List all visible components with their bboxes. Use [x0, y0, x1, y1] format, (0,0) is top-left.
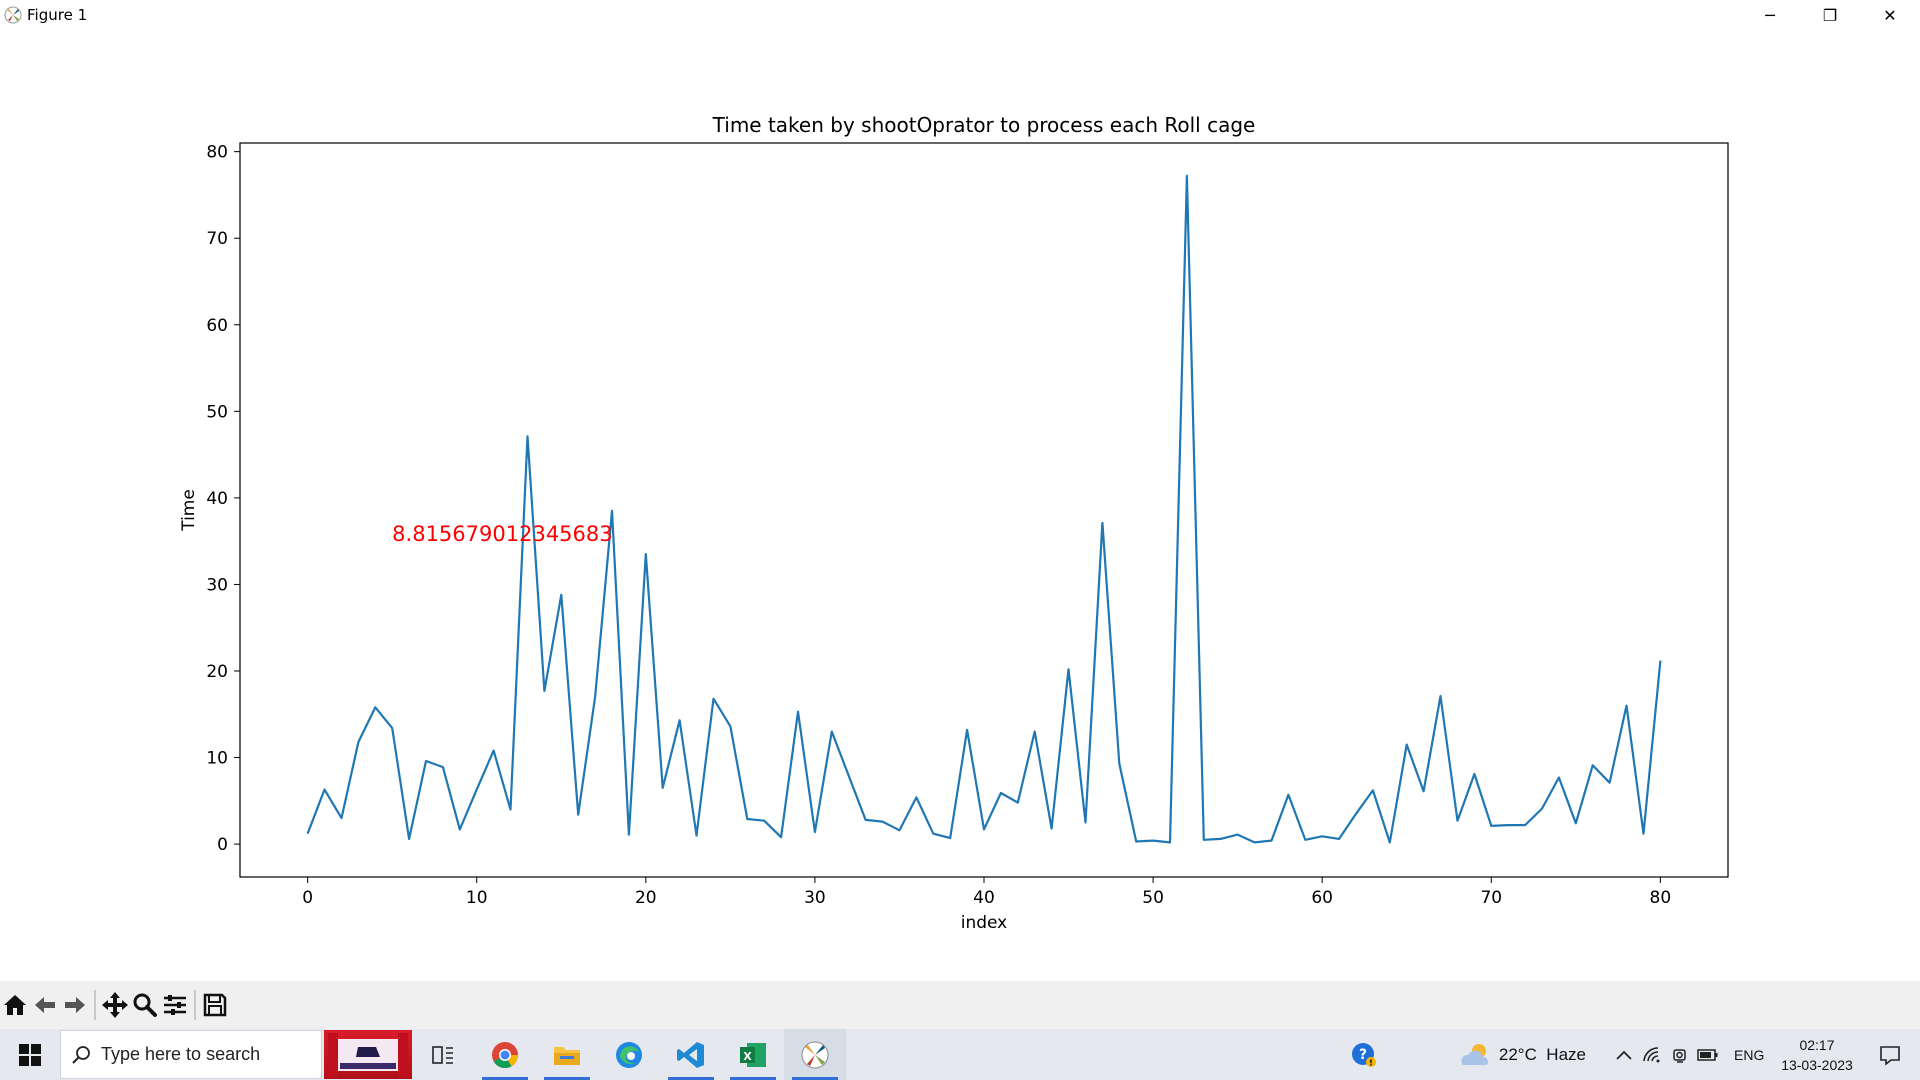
toolbar-separator	[94, 990, 96, 1020]
x-tick-label: 30	[804, 888, 826, 908]
x-axis-label: index	[961, 913, 1008, 933]
vscode-icon	[677, 1041, 704, 1068]
help-icon: ?!	[1351, 1042, 1376, 1067]
zoom-button[interactable]	[130, 988, 160, 1022]
arrow-right-icon	[65, 997, 85, 1013]
weather-text: 22°C Haze	[1498, 1044, 1586, 1064]
home-icon	[4, 995, 26, 1015]
notification-icon	[1880, 1045, 1900, 1066]
windows-logo-icon	[19, 1043, 41, 1066]
figure-canvas[interactable]: Time taken by shootOprator to process ea…	[0, 30, 1920, 981]
window-titlebar: Figure 1 ─ ❐ ✕	[0, 0, 1920, 30]
save-button[interactable]	[200, 988, 230, 1022]
taskbar-chrome[interactable]	[474, 1029, 536, 1080]
maximize-button[interactable]: ❐	[1822, 5, 1838, 25]
search-highlight-image[interactable]	[324, 1030, 412, 1079]
task-view-icon	[432, 1045, 453, 1064]
clock-time: 02:17	[1799, 1036, 1835, 1053]
taskbar-vscode[interactable]	[660, 1029, 722, 1080]
cloud-sun-icon	[1461, 1043, 1488, 1065]
toolbar-separator	[194, 990, 196, 1020]
svg-text:!: !	[1369, 1058, 1373, 1067]
window-controls: ─ ❐ ✕	[1740, 0, 1920, 30]
y-tick-label: 20	[206, 662, 228, 682]
battery-icon	[1697, 1048, 1718, 1061]
clock[interactable]: 02:17 13-03-2023	[1774, 1035, 1860, 1075]
chrome-icon	[492, 1041, 519, 1068]
x-tick-label: 10	[466, 888, 488, 908]
language-indicator[interactable]: ENG	[1734, 1046, 1765, 1063]
y-axis: 0 10 20 30 40 50 60 70 80	[206, 143, 240, 855]
weather-widget[interactable]: 22°C Haze	[1459, 1041, 1586, 1069]
y-axis-label: Time	[179, 489, 199, 532]
taskbar-excel[interactable]: X	[722, 1029, 784, 1080]
y-tick-label: 50	[206, 402, 228, 422]
y-tick-label: 70	[206, 229, 228, 249]
close-button[interactable]: ✕	[1883, 5, 1897, 25]
folder-icon	[554, 1046, 580, 1065]
camera-icon	[1673, 1048, 1686, 1063]
magnifier-icon	[133, 993, 157, 1017]
show-hidden-icons-button[interactable]	[1610, 1049, 1638, 1061]
taskbar-edge[interactable]	[598, 1029, 660, 1080]
move-icon	[102, 992, 128, 1018]
series-line	[306, 174, 1662, 844]
windows-taskbar: Type here to search X ?! 22°C Haze	[0, 1029, 1920, 1080]
taskbar-file-explorer[interactable]	[536, 1029, 598, 1080]
camera-button[interactable]	[1666, 1046, 1694, 1064]
notification-center-button[interactable]	[1860, 1044, 1920, 1066]
matplotlib-toolbar	[0, 981, 1920, 1029]
svg-text:X: X	[743, 1050, 752, 1063]
sliders-icon	[164, 995, 186, 1015]
y-tick-label: 0	[217, 835, 228, 855]
network-button[interactable]	[1638, 1046, 1666, 1063]
search-icon	[61, 1045, 101, 1065]
system-tray: ?! 22°C Haze ENG 02:17 13-03-2023	[1339, 1029, 1920, 1080]
x-tick-label: 80	[1650, 888, 1672, 908]
forward-button[interactable]	[60, 988, 90, 1022]
piano-stage-icon	[328, 1032, 408, 1077]
window-title: Figure 1	[27, 6, 88, 24]
chevron-up-icon	[1616, 1050, 1632, 1060]
matplotlib-icon	[801, 1041, 829, 1068]
subplots-button[interactable]	[160, 988, 190, 1022]
back-button[interactable]	[30, 988, 60, 1022]
wifi-icon	[1643, 1046, 1660, 1062]
chart-title: Time taken by shootOprator to process ea…	[712, 113, 1256, 137]
line-chart: Time taken by shootOprator to process ea…	[179, 113, 1729, 933]
svg-text:?: ?	[1359, 1047, 1367, 1063]
series-group	[306, 174, 1662, 844]
taskbar-matplotlib[interactable]	[784, 1029, 846, 1080]
edge-icon	[616, 1041, 642, 1068]
start-button[interactable]	[0, 1029, 60, 1080]
y-tick-label: 40	[206, 489, 228, 509]
minimize-button[interactable]: ─	[1765, 5, 1775, 25]
x-tick-label: 60	[1311, 888, 1333, 908]
y-tick-label: 10	[206, 749, 228, 769]
x-tick-label: 40	[973, 888, 995, 908]
x-tick-label: 70	[1480, 888, 1502, 908]
excel-icon: X	[740, 1042, 766, 1067]
y-tick-label: 60	[206, 316, 228, 336]
arrow-left-icon	[35, 997, 55, 1013]
y-tick-label: 80	[206, 143, 228, 163]
help-app-button[interactable]: ?!	[1339, 1041, 1389, 1069]
home-button[interactable]	[0, 988, 30, 1022]
battery-button[interactable]	[1694, 1048, 1722, 1062]
mean-annotation: 8.815679012345683	[392, 522, 612, 546]
floppy-icon	[203, 993, 227, 1017]
plot-frame	[239, 142, 1729, 878]
x-axis: 0 10 20 30 40 50 60 70 80	[302, 877, 1671, 908]
y-tick-label: 30	[206, 575, 228, 595]
matplotlib-app-icon	[2, 4, 24, 26]
x-tick-label: 0	[302, 888, 313, 908]
pan-button[interactable]	[100, 988, 130, 1022]
search-placeholder: Type here to search	[101, 1044, 261, 1064]
x-tick-label: 50	[1142, 888, 1164, 908]
x-tick-label: 20	[635, 888, 657, 908]
task-view-button[interactable]	[412, 1029, 474, 1080]
taskbar-search-box[interactable]: Type here to search	[60, 1030, 322, 1079]
clock-date: 13-03-2023	[1781, 1056, 1853, 1073]
